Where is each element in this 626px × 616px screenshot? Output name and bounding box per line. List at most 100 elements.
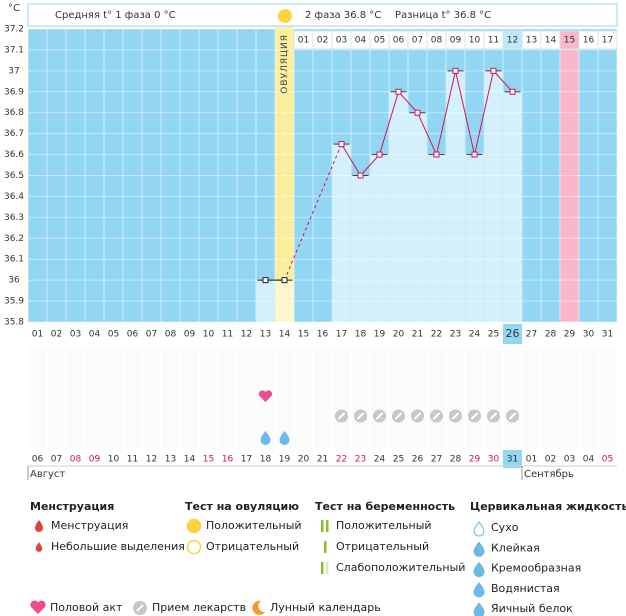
cycle-day: 22: [431, 330, 442, 340]
cycle-day: 17: [336, 330, 347, 340]
y-tick-label: 35.9: [4, 297, 24, 307]
calendar-date: 22: [336, 455, 347, 465]
post-ovulation-day: 07: [412, 36, 423, 46]
cycle-day: 27: [526, 330, 537, 340]
y-tick-label: 37: [8, 66, 19, 76]
temperature-bar: [446, 70, 465, 322]
post-ovulation-day: 04: [355, 36, 367, 46]
event-cell: [219, 348, 236, 448]
y-tick-label: 35.8: [4, 318, 24, 328]
legend-item: Сухо: [491, 521, 519, 534]
temperature-point: [338, 141, 345, 148]
post-ovulation-day: 15: [564, 36, 575, 46]
event-cell: [466, 348, 483, 448]
medication-stroke: [432, 412, 441, 420]
temperature-point: [357, 172, 364, 179]
cervical-icon: [279, 431, 290, 445]
cycle-day: 09: [184, 330, 196, 340]
month-label: Сентябрь: [524, 469, 574, 480]
cycle-day: 16: [317, 330, 329, 340]
calendar-date: 24: [374, 455, 386, 465]
temperature-bar: [408, 112, 427, 322]
legend-item: Яичный белок: [491, 602, 573, 615]
y-tick-label: 36: [8, 276, 20, 286]
event-cell: [504, 348, 521, 448]
medication-stroke: [489, 412, 498, 420]
event-cell: [105, 348, 122, 448]
cycle-day: 24: [469, 330, 481, 340]
calendar-date: 09: [89, 455, 101, 465]
temperature-bar: [427, 154, 446, 322]
post-ovulation-day: 14: [545, 36, 557, 46]
calendar-date: 16: [222, 455, 234, 465]
legend-icon: [321, 562, 324, 574]
legend-icon: [30, 600, 46, 614]
y-tick-label: 37.1: [4, 45, 24, 55]
cycle-day: 26: [506, 327, 520, 340]
cycle-day: 05: [108, 330, 119, 340]
legend-item: Отрицательный: [336, 540, 429, 553]
y-tick-label: 36.3: [4, 213, 24, 223]
intercourse-icon: [258, 390, 273, 402]
y-axis-label: °C: [8, 3, 20, 14]
temperature-point: [281, 277, 288, 284]
cycle-day: 28: [545, 330, 557, 340]
event-cell: [428, 348, 445, 448]
legend-item: Половой акт: [50, 601, 123, 614]
legend-icon: [324, 541, 327, 553]
calendar-date: 20: [298, 455, 310, 465]
cycle-day: 13: [260, 330, 271, 340]
legend-item: Лунный календарь: [270, 601, 381, 614]
legend-item: Клейкая: [491, 541, 540, 554]
calendar-date: 14: [184, 455, 196, 465]
cycle-day: 01: [32, 330, 43, 340]
temperature-bar: [351, 175, 370, 322]
temperature-bar: [503, 91, 522, 323]
calendar-date: 15: [203, 455, 214, 465]
today-cell: [503, 324, 522, 344]
legend-icon: [473, 561, 485, 578]
temperature-bar: [484, 70, 503, 322]
legend-item: Слабоположительный: [336, 561, 465, 574]
legend-item: Небольшие выделения: [51, 540, 185, 553]
temperature-point: [414, 109, 421, 116]
event-cell: [124, 348, 141, 448]
post-ovulation-day: 16: [583, 36, 595, 46]
cycle-day: 15: [298, 330, 309, 340]
cycle-day: 06: [127, 330, 139, 340]
legend-icon: [35, 542, 43, 552]
legend-item: Кремообразная: [491, 562, 581, 575]
cycle-day: 30: [583, 330, 595, 340]
month-label: Август: [30, 469, 65, 480]
cycle-day: 12: [241, 330, 252, 340]
legend-icon: [321, 520, 324, 532]
post-ovulation-day: 17: [602, 36, 613, 46]
y-tick-label: 36.2: [4, 234, 24, 244]
legend-icon: [473, 582, 485, 598]
calendar-date: 25: [393, 455, 404, 465]
post-ovulation-day: 09: [450, 36, 462, 46]
y-tick-label: 37.2: [4, 25, 24, 35]
post-ovulation-cell: [597, 30, 618, 50]
temperature-point: [376, 151, 383, 158]
legend-icon: [35, 520, 43, 532]
calendar-date: 21: [317, 455, 328, 465]
temperature-point: [471, 151, 478, 158]
temperature-point: [395, 88, 402, 95]
legend-item: Прием лекарств: [152, 601, 246, 614]
today-date-cell: [503, 450, 522, 468]
ovulation-column: [275, 27, 294, 322]
cycle-day: 20: [393, 330, 405, 340]
post-ovulation-day: 05: [374, 36, 385, 46]
y-tick-label: 36.8: [4, 108, 24, 118]
temperature-difference: Разница t° 36.8 °C: [395, 10, 491, 21]
calendar-date: 06: [32, 455, 44, 465]
ovulation-label: ОВУЛЯЦИЯ: [280, 34, 290, 94]
temperature-point: [509, 88, 516, 95]
cycle-day: 08: [165, 330, 177, 340]
cycle-day: 29: [564, 330, 576, 340]
post-ovulation-day: 02: [317, 36, 328, 46]
event-cell: [200, 348, 217, 448]
cycle-day: 21: [412, 330, 423, 340]
y-tick-label: 36.7: [4, 129, 24, 139]
